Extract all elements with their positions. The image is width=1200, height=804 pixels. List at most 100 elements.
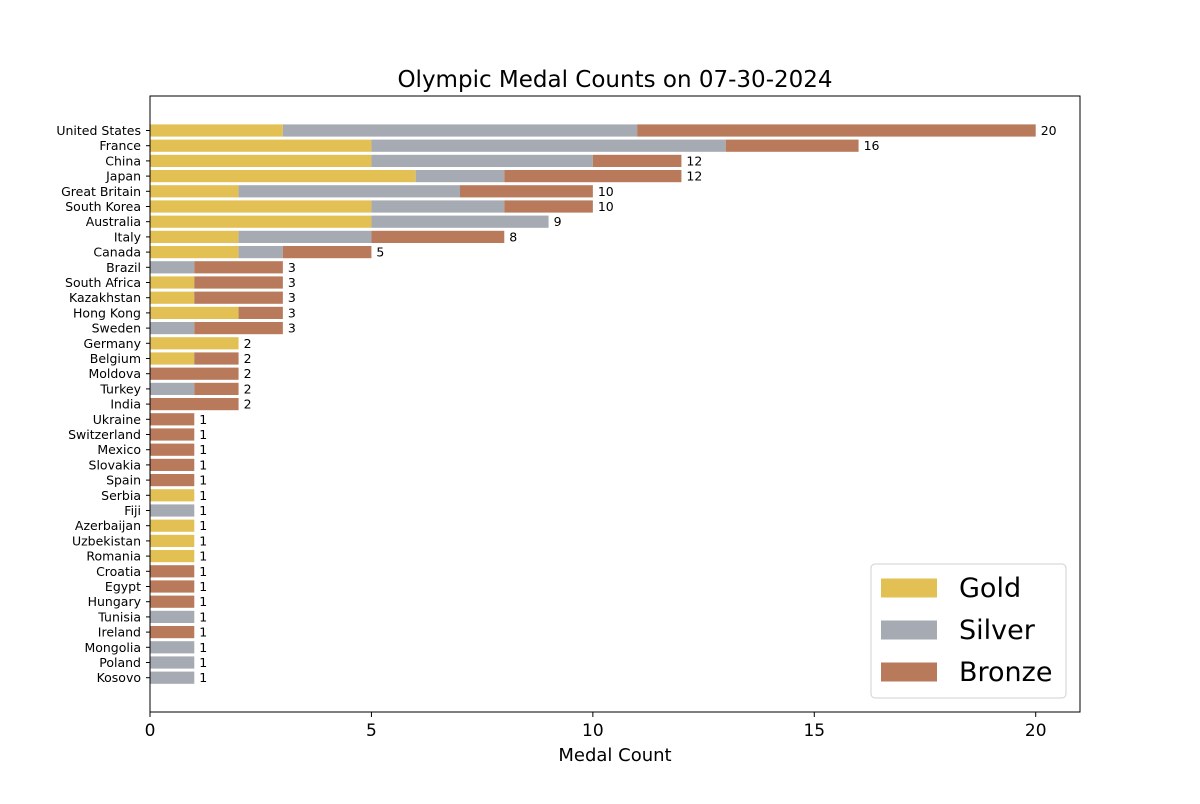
y-tick-label-switzerland: Switzerland (68, 427, 141, 442)
y-tick-label-uzbekistan: Uzbekistan (72, 533, 141, 548)
bar-egypt-bronze (150, 580, 195, 593)
y-tick-label-australia: Australia (86, 214, 141, 229)
bar-japan-silver (415, 170, 505, 183)
total-label-croatia: 1 (199, 564, 207, 579)
total-label-slovakia: 1 (199, 457, 207, 472)
bar-mongolia-silver (150, 641, 195, 654)
total-label-china: 12 (686, 153, 702, 168)
y-tick-label-romania: Romania (86, 549, 141, 564)
bar-turkey-bronze (194, 382, 239, 395)
bar-china-silver (371, 154, 593, 167)
legend-swatch-silver (881, 620, 937, 640)
bar-mexico-bronze (150, 443, 195, 456)
bar-uzbekistan-gold (150, 534, 195, 547)
x-axis-label: Medal Count (558, 745, 671, 766)
bar-south-korea-bronze (504, 200, 593, 213)
bar-canada-silver (238, 246, 283, 259)
bar-belgium-bronze (194, 352, 239, 365)
total-label-ireland: 1 (199, 625, 207, 640)
y-tick-label-egypt: Egypt (105, 579, 141, 594)
bar-turkey-silver (150, 382, 195, 395)
bar-great-britain-silver (238, 185, 460, 198)
y-tick-label-united-states: United States (56, 123, 141, 138)
total-label-uzbekistan: 1 (199, 533, 207, 548)
bar-brazil-silver (150, 261, 195, 274)
total-label-turkey: 2 (244, 381, 252, 396)
bar-japan-bronze (504, 170, 682, 183)
total-label-tunisia: 1 (199, 609, 207, 624)
y-tick-label-azerbaijan: Azerbaijan (75, 518, 141, 533)
y-tick-label-serbia: Serbia (101, 488, 141, 503)
bar-spain-bronze (150, 474, 195, 487)
legend: Gold Silver Bronze (870, 563, 1067, 699)
bar-united-states-silver (282, 124, 638, 137)
bar-serbia-gold (150, 489, 195, 502)
bar-france-bronze (725, 139, 859, 152)
bar-china-bronze (592, 154, 682, 167)
total-label-hungary: 1 (199, 594, 207, 609)
bar-slovakia-bronze (150, 458, 195, 471)
total-label-japan: 12 (686, 169, 702, 184)
total-label-south-africa: 3 (288, 275, 296, 290)
plot-frame (149, 95, 1081, 713)
bar-italy-gold (150, 230, 239, 243)
y-tick-label-brazil: Brazil (106, 260, 141, 275)
y-tick-label-ireland: Ireland (98, 625, 141, 640)
bar-sweden-silver (150, 322, 195, 335)
y-tick-label-south-africa: South Africa (65, 275, 141, 290)
y-tick-label-turkey: Turkey (99, 381, 141, 396)
x-tick-label-20: 20 (1025, 721, 1047, 741)
total-label-moldova: 2 (244, 366, 252, 381)
bar-united-states-gold (150, 124, 283, 137)
bar-hong-kong-bronze (238, 306, 283, 319)
total-labels: 2016121210109853333322222111111111111111… (199, 123, 1056, 685)
total-label-switzerland: 1 (199, 427, 207, 442)
bar-canada-bronze (282, 246, 372, 259)
y-tick-label-italy: Italy (114, 229, 142, 244)
y-tick-label-slovakia: Slovakia (89, 457, 141, 472)
bar-brazil-bronze (194, 261, 283, 274)
bar-japan-gold (150, 170, 416, 183)
y-tick-label-india: India (110, 397, 141, 412)
total-label-ukraine: 1 (199, 412, 207, 427)
total-label-germany: 2 (244, 336, 252, 351)
total-label-romania: 1 (199, 549, 207, 564)
bar-kazakhstan-bronze (194, 291, 283, 304)
bar-australia-gold (150, 215, 372, 228)
total-label-kazakhstan: 3 (288, 290, 296, 305)
y-tick-label-fiji: Fiji (124, 503, 141, 518)
total-label-india: 2 (244, 397, 252, 412)
total-label-mongolia: 1 (199, 640, 207, 655)
y-tick-label-mongolia: Mongolia (84, 640, 141, 655)
bar-kosovo-silver (150, 671, 195, 684)
bar-france-gold (150, 139, 372, 152)
total-label-sweden: 3 (288, 321, 296, 336)
x-tick-label-5: 5 (366, 721, 377, 741)
bar-belgium-gold (150, 352, 195, 365)
bars-layer (150, 124, 1036, 684)
y-tick-label-kazakhstan: Kazakhstan (69, 290, 141, 305)
total-label-spain: 1 (199, 473, 207, 488)
bar-switzerland-bronze (150, 428, 195, 441)
bar-azerbaijan-gold (150, 519, 195, 532)
bar-great-britain-bronze (460, 185, 593, 198)
y-tick-label-canada: Canada (93, 245, 141, 260)
bar-france-silver (371, 139, 726, 152)
total-label-kosovo: 1 (199, 670, 207, 685)
total-label-serbia: 1 (199, 488, 207, 503)
bar-hong-kong-gold (150, 306, 239, 319)
total-label-hong-kong: 3 (288, 305, 296, 320)
bar-canada-gold (150, 246, 239, 259)
legend-swatch-gold (881, 578, 937, 598)
bar-south-korea-silver (371, 200, 505, 213)
y-tick-label-mexico: Mexico (97, 442, 141, 457)
bar-moldova-bronze (150, 367, 239, 380)
y-tick-label-germany: Germany (84, 336, 142, 351)
bar-tunisia-silver (150, 610, 195, 623)
total-label-azerbaijan: 1 (199, 518, 207, 533)
bar-united-states-bronze (637, 124, 1036, 137)
legend-swatch-bronze (881, 662, 937, 682)
x-tick-label-15: 15 (803, 721, 825, 741)
bar-ireland-bronze (150, 626, 195, 639)
